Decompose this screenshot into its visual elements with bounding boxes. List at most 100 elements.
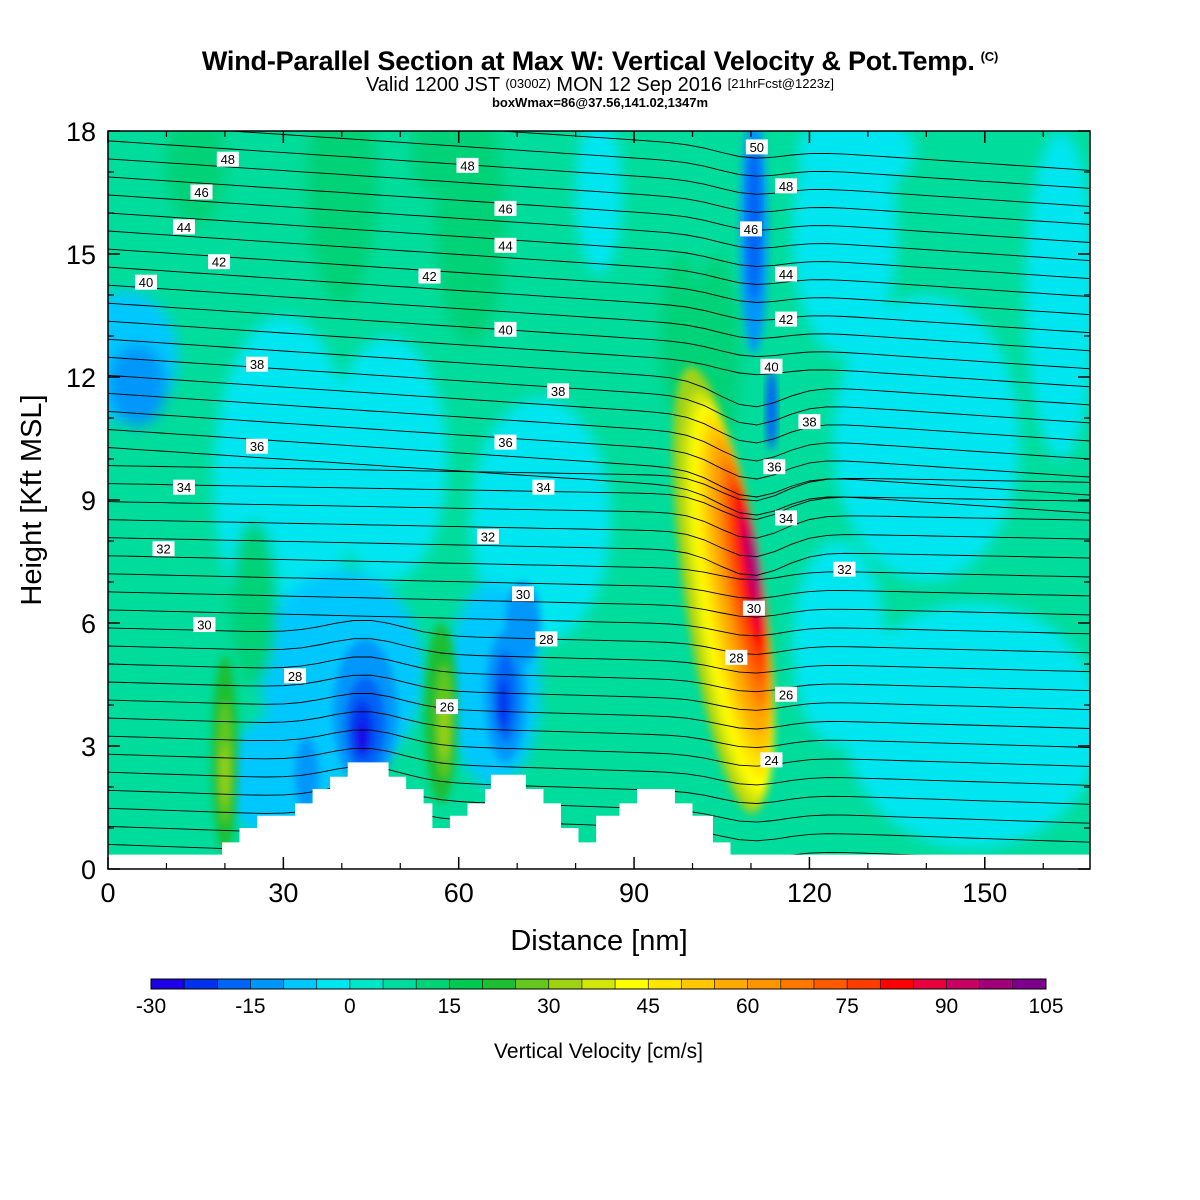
isentrope-line — [108, 591, 1090, 618]
colorbar-tick-label: 105 — [1028, 995, 1063, 1018]
isentrope-label-text: 34 — [177, 480, 191, 495]
isentrope-label-text: 28 — [539, 632, 553, 647]
isentrope-label-text: 32 — [481, 529, 495, 544]
isentrope-line — [108, 784, 1090, 824]
isentrope-label-box — [246, 356, 269, 372]
isentrope-label-box — [739, 221, 762, 237]
colorbar-swatch — [581, 979, 616, 989]
isentrope-label-box — [494, 434, 517, 450]
y-tick-label: 18 — [66, 117, 96, 147]
isentrope-line — [108, 230, 1090, 298]
title-block: Wind-Parallel Section at Max W: Vertical… — [0, 42, 1200, 110]
field-blob — [330, 336, 448, 582]
y-tick-label: 3 — [81, 732, 96, 762]
isentrope-line — [108, 158, 1090, 225]
isentrope-label-box — [798, 414, 821, 430]
isentrope-label-box — [172, 219, 195, 235]
x-axis-label: Distance [nm] — [510, 925, 687, 957]
isentrope-label-box — [193, 617, 216, 633]
isentrope-label-text: 46 — [744, 222, 758, 237]
isentrope-label-text: 28 — [729, 650, 743, 665]
colorbar-swatch — [416, 979, 450, 989]
isentrope-line — [108, 537, 1090, 576]
colorbar-label: Vertical Velocity [cm/s] — [494, 1040, 703, 1063]
isentrope-label-box — [833, 561, 856, 577]
isentrope-label-text: 42 — [212, 255, 226, 270]
isentrope-label-text: 44 — [177, 220, 191, 235]
colorbar-tick-label: 15 — [438, 995, 461, 1018]
colorbar-swatch — [780, 979, 815, 989]
isentrope-label-box — [742, 600, 765, 616]
isentrope-labels: 48 46 44 42 40 38 36 34 32 30 28 48 46 44 42 40 38 36 34 32… — [134, 139, 856, 768]
upper-downdraft-core — [746, 141, 761, 302]
isentrope-label-box — [763, 459, 786, 475]
isentrope-label-box — [246, 438, 269, 454]
colorbar-swatch — [283, 979, 318, 989]
isentrope-label-text: 36 — [250, 439, 264, 454]
isentrope-label-text: 50 — [750, 140, 764, 155]
y-tick-label: 0 — [81, 855, 96, 885]
valid-utc: (0300Z) — [505, 76, 551, 91]
isentrope-label: 46 — [494, 200, 517, 216]
isentrope-label: 44 — [494, 237, 517, 253]
isentrope-label-text: 38 — [802, 415, 816, 430]
isentrope-line — [108, 410, 1090, 480]
isentrope-label: 48 — [775, 178, 798, 194]
isentrope-label-box — [284, 668, 307, 684]
isentrope-label-text: 38 — [250, 357, 264, 372]
isentrope-label: 36 — [494, 434, 517, 450]
isentrope-label: 26 — [775, 686, 798, 702]
isentrope-line — [108, 693, 1090, 730]
colorbar-swatch — [913, 979, 948, 989]
isentrope-label-box — [760, 358, 783, 374]
isentrope-line — [108, 212, 1090, 280]
isentrope-label-text: 34 — [779, 511, 793, 526]
isentrope-label: 46 — [739, 221, 762, 237]
x-tick-label: 150 — [962, 878, 1007, 908]
isentrope-label-box — [775, 510, 798, 526]
isentrope-line — [108, 501, 1090, 539]
y-tick-label: 9 — [81, 486, 96, 516]
isentrope-label: 28 — [284, 668, 307, 684]
isentrope-label-box — [745, 139, 768, 155]
isentrope-line — [494, 131, 1090, 171]
isentrope-label: 44 — [775, 266, 798, 282]
isentrope-label-text: 46 — [498, 201, 512, 216]
field-blob — [230, 520, 278, 685]
colorbar-swatch — [813, 979, 848, 989]
colorbar-tick-label: 90 — [935, 995, 958, 1018]
colorbar-swatch — [1012, 979, 1047, 989]
isentrope-label: 24 — [760, 752, 783, 768]
colorbar-swatch — [548, 979, 583, 989]
isentrope-line — [108, 465, 1090, 502]
isentrope-label-text: 40 — [498, 322, 512, 337]
isentrope-label: 38 — [798, 414, 821, 430]
colorbar-tick-label: 45 — [637, 995, 660, 1018]
isentrope-label-text: 44 — [498, 238, 512, 253]
x-tick-label: 0 — [100, 878, 115, 908]
colorbar-frame — [150, 978, 1047, 990]
isentrope-label-box — [547, 383, 570, 399]
isentrope-line — [108, 555, 1090, 581]
colorbar-swatch — [847, 979, 881, 989]
colorbar-swatch — [880, 979, 914, 989]
field-blob — [470, 397, 611, 644]
colorbar-swatch — [349, 979, 384, 989]
isentrope-label: 40 — [494, 321, 517, 337]
isentrope-label: 32 — [476, 528, 499, 544]
isentrope-line — [108, 447, 1090, 516]
isentrope-line — [108, 747, 1090, 786]
upper-downdraft-tail — [765, 369, 778, 450]
isentrope-label-text: 26 — [779, 687, 793, 702]
colorbar-swatch — [383, 979, 417, 989]
y-axis-label: Height [Kft MSL] — [16, 394, 48, 605]
isentrope-lines — [108, 131, 1090, 869]
isentrope-line — [108, 284, 1090, 352]
isentrope-line — [108, 392, 1090, 462]
isentrope-label-box — [456, 157, 479, 173]
isentrope-label: 28 — [725, 649, 748, 665]
isentrope-line — [108, 374, 1090, 444]
chart-title-line: Wind-Parallel Section at Max W: Vertical… — [0, 42, 1200, 76]
field-blob — [844, 602, 1090, 849]
